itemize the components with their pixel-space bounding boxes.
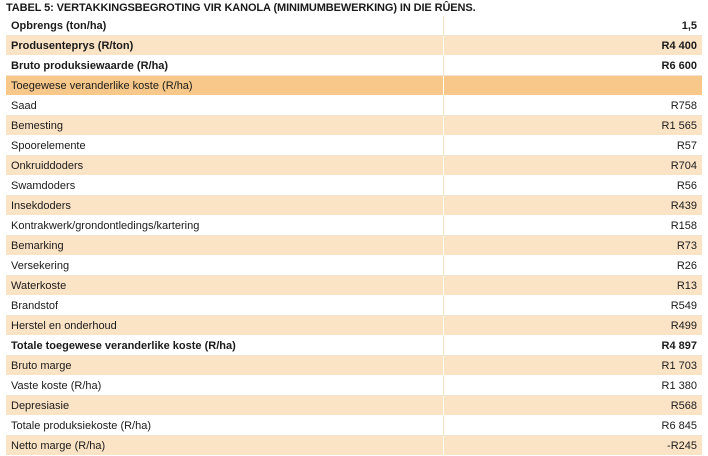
row-value: R73 bbox=[607, 235, 702, 256]
row-value: R4 400 bbox=[607, 35, 702, 56]
table-row-section-header: Toegewese veranderlike koste (R/ha) bbox=[6, 75, 702, 96]
row-value: R568 bbox=[607, 395, 702, 416]
table-row: Onkruiddoders R704 bbox=[6, 155, 702, 176]
row-value: R6 600 bbox=[607, 55, 702, 76]
row-value: R4 897 bbox=[607, 335, 702, 356]
row-label: Bemesting bbox=[6, 115, 444, 136]
table-row: Insekdoders R439 bbox=[6, 195, 702, 216]
row-label: Spoorelemente bbox=[6, 135, 444, 156]
table-row: Bemesting R1 565 bbox=[6, 115, 702, 136]
row-value: R1 380 bbox=[607, 375, 702, 396]
row-value: R439 bbox=[607, 195, 702, 216]
table-row-yield: Opbrengs (ton/ha) 1,5 bbox=[6, 16, 702, 36]
row-label: Kontrakwerk/grondontledings/kartering bbox=[6, 215, 444, 236]
table-row: Spoorelemente R57 bbox=[6, 135, 702, 156]
table-row: Bruto marge R1 703 bbox=[6, 355, 702, 376]
table-title: TABEL 5: VERTAKKINGSBEGROTING VIR KANOLA… bbox=[6, 2, 476, 14]
table-row: Vaste koste (R/ha) R1 380 bbox=[6, 375, 702, 396]
row-value: R13 bbox=[607, 275, 702, 296]
row-value: R499 bbox=[607, 315, 702, 336]
row-value: R57 bbox=[607, 135, 702, 156]
table-row: Waterkoste R13 bbox=[6, 275, 702, 296]
row-label: Onkruiddoders bbox=[6, 155, 444, 176]
row-value: R1 565 bbox=[607, 115, 702, 136]
budget-table: Opbrengs (ton/ha) 1,5 Produsenteprys (R/… bbox=[6, 16, 702, 456]
row-label: Saad bbox=[6, 95, 444, 116]
row-value: R6 845 bbox=[607, 415, 702, 436]
row-label: Depresiasie bbox=[6, 395, 444, 416]
row-label: Insekdoders bbox=[6, 195, 444, 216]
table-row-total-variable-cost: Totale toegewese veranderlike koste (R/h… bbox=[6, 335, 702, 356]
table-row-producer-price: Produsenteprys (R/ton) R4 400 bbox=[6, 35, 702, 56]
row-label: Waterkoste bbox=[6, 275, 444, 296]
row-label: Netto marge (R/ha) bbox=[6, 435, 444, 456]
row-label: Opbrengs (ton/ha) bbox=[6, 16, 444, 36]
row-value: R1 703 bbox=[607, 355, 702, 376]
table-row: Totale produksiekoste (R/ha) R6 845 bbox=[6, 415, 702, 436]
table-row: Brandstof R549 bbox=[6, 295, 702, 316]
table-row: Kontrakwerk/grondontledings/kartering R1… bbox=[6, 215, 702, 236]
row-label: Totale toegewese veranderlike koste (R/h… bbox=[6, 335, 444, 356]
table-row: Netto marge (R/ha) -R245 bbox=[6, 435, 702, 456]
row-value: R549 bbox=[607, 295, 702, 316]
row-label: Vaste koste (R/ha) bbox=[6, 375, 444, 396]
row-value: R704 bbox=[607, 155, 702, 176]
table-row: Versekering R26 bbox=[6, 255, 702, 276]
table-row: Saad R758 bbox=[6, 95, 702, 116]
row-value: 1,5 bbox=[607, 16, 702, 36]
row-label: Bruto produksiewaarde (R/ha) bbox=[6, 55, 444, 76]
row-value: -R245 bbox=[607, 435, 702, 456]
row-label: Brandstof bbox=[6, 295, 444, 316]
table-row: Swamdoders R56 bbox=[6, 175, 702, 196]
table-row-gross-production-value: Bruto produksiewaarde (R/ha) R6 600 bbox=[6, 55, 702, 76]
table-row: Herstel en onderhoud R499 bbox=[6, 315, 702, 336]
row-label: Herstel en onderhoud bbox=[6, 315, 444, 336]
row-value: R26 bbox=[607, 255, 702, 276]
row-value: R758 bbox=[607, 95, 702, 116]
row-label: Totale produksiekoste (R/ha) bbox=[6, 415, 444, 436]
row-label: Versekering bbox=[6, 255, 444, 276]
row-label: Bruto marge bbox=[6, 355, 444, 376]
row-value: R56 bbox=[607, 175, 702, 196]
row-value bbox=[607, 75, 702, 96]
row-label: Bemarking bbox=[6, 235, 444, 256]
row-label: Swamdoders bbox=[6, 175, 444, 196]
table-row: Bemarking R73 bbox=[6, 235, 702, 256]
section-header-label: Toegewese veranderlike koste (R/ha) bbox=[6, 75, 444, 96]
row-label: Produsenteprys (R/ton) bbox=[6, 35, 444, 56]
table-row: Depresiasie R568 bbox=[6, 395, 702, 416]
row-value: R158 bbox=[607, 215, 702, 236]
